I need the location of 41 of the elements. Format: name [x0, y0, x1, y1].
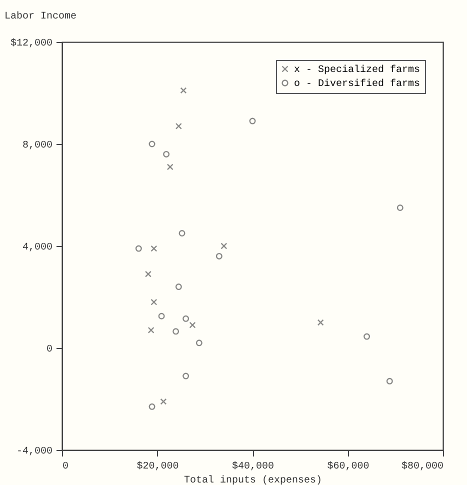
- point: [150, 298, 158, 306]
- legend-label: o - Diversified farms: [294, 78, 420, 90]
- point: [150, 245, 158, 252]
- point: [249, 118, 256, 124]
- y-tick-label: $12,000: [10, 38, 52, 50]
- y-tick-label: 8,000: [22, 140, 52, 152]
- point: [144, 270, 152, 278]
- x-tick-label: $60,000: [327, 460, 370, 472]
- x-tick-label: $20,000: [136, 460, 179, 472]
- point: [386, 378, 393, 384]
- x-tick-label: $40,000: [232, 460, 274, 472]
- point: [148, 140, 156, 148]
- x-tick-label: 0: [62, 462, 69, 472]
- point: [182, 372, 190, 380]
- point: [148, 326, 154, 334]
- point: [180, 87, 187, 94]
- point: [317, 319, 324, 326]
- point: [160, 398, 167, 405]
- point: [178, 230, 186, 236]
- point: [175, 284, 182, 290]
- point: [175, 122, 182, 130]
- y-tick-label: 4,000: [22, 242, 52, 254]
- point: [364, 333, 370, 340]
- y-tick-label: 0: [46, 344, 52, 356]
- point: [163, 150, 170, 158]
- point: [189, 322, 196, 328]
- point: [182, 315, 190, 322]
- point: [196, 340, 202, 346]
- point: [396, 204, 404, 211]
- x-tick-label: $80,000: [401, 460, 444, 472]
- x-axis-title: Total inputs (expenses): [184, 474, 322, 485]
- y-axis-title: Labor Income: [4, 10, 77, 22]
- point: [166, 164, 174, 170]
- point: [158, 312, 165, 320]
- legend-label: x - Specialized farms: [294, 64, 420, 76]
- point: [172, 328, 180, 335]
- point: [135, 245, 142, 252]
- point: [216, 252, 222, 260]
- y-tick-label: -4,000: [16, 446, 52, 458]
- point: [148, 403, 156, 410]
- point: [220, 242, 228, 250]
